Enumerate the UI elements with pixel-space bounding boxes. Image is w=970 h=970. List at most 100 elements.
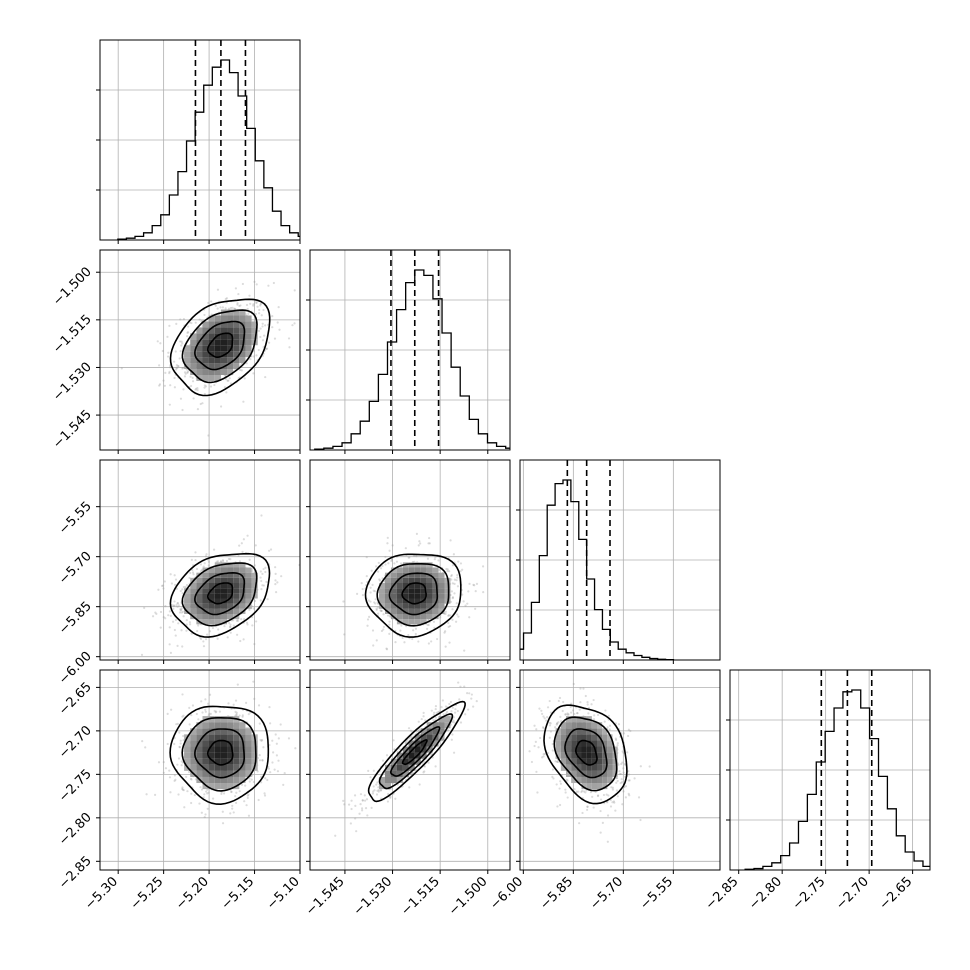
density-cell [251,577,258,583]
density-cell [245,588,252,594]
contour-line [388,572,439,616]
density-cell [190,608,197,614]
sample-point [195,712,198,716]
sample-point [251,624,254,627]
sample-point [247,793,250,796]
sample-point [614,809,617,812]
sample-point [629,729,632,733]
density-cell [245,572,252,578]
sample-point [140,653,144,656]
density-cell [214,567,221,573]
density-cell [208,740,215,747]
sample-point [388,620,391,623]
sample-point [173,600,176,603]
sample-point [227,702,230,705]
sample-point [201,711,204,714]
sample-point [259,599,262,602]
sample-point [555,723,558,726]
density-cell [420,734,427,741]
sample-point [372,785,375,788]
contour-line [376,563,450,627]
density-cell [227,722,234,729]
sample-point [615,789,619,792]
density-cell [402,746,409,753]
sample-point [565,778,568,781]
density-cell [202,722,209,729]
sample-point [443,631,446,634]
sample-point [389,796,392,799]
density-cell [408,740,415,747]
contour-line [169,552,271,638]
sample-point [262,746,265,749]
density-cell [396,583,403,589]
sample-point [448,624,452,628]
sample-point [607,714,610,717]
density-cell [202,327,209,334]
sample-point [258,722,261,725]
sample-point [457,681,460,684]
sample-point [216,560,220,563]
density-cell [220,764,228,771]
density-cell [586,740,592,747]
density-cell [432,608,439,614]
density-cell [227,369,234,375]
sample-point [567,713,570,716]
density-cell [560,740,566,747]
sample-point [445,710,449,713]
sample-point [257,704,261,707]
sample-point [235,801,238,804]
sample-point [224,307,227,310]
density-cell [202,728,209,735]
sample-point [577,790,580,793]
sample-point [207,434,210,437]
density-cell [227,357,234,364]
sample-point [434,708,437,711]
density-cell [214,593,221,599]
sample-point [606,840,609,843]
sample-point [606,726,609,729]
sample-point [481,565,485,568]
sample-point [559,780,562,783]
sample-point [616,795,619,798]
sample-point [187,369,190,372]
density-cell [220,614,228,620]
sample-point [274,579,277,582]
sample-point [225,559,229,563]
sample-point [246,623,249,626]
sample-point [370,806,373,809]
density-cell [251,327,258,334]
density-cell [408,593,415,599]
sample-point [168,626,171,629]
density-cell [438,593,445,599]
sample-point [168,370,171,373]
sample-point [173,779,176,782]
sample-point [248,777,251,780]
sample-point [241,550,244,554]
sample-point [375,639,378,642]
density-cell [202,603,209,609]
sample-point [231,807,234,810]
sample-point [622,767,625,770]
density-cell [408,567,415,573]
sample-point [610,786,613,789]
sample-point [451,596,455,599]
sample-point [616,779,619,783]
sample-point [372,589,375,592]
density-cell [597,764,603,771]
density-cell [251,746,258,753]
density-cell [586,776,592,784]
sample-point [425,627,429,630]
sample-point [277,737,280,740]
density-cell [245,345,252,352]
density-cell [612,764,618,771]
sample-point [466,708,470,711]
contour-line [401,582,427,605]
density-cell [245,339,252,346]
sample-point [221,810,224,813]
sample-point [240,618,243,621]
sample-point [253,280,256,283]
sample-point [592,806,595,809]
sample-point [596,713,600,717]
sample-point [261,322,264,325]
hist-panel-3: −2.85 −2.80 −2.75 −2.70 −2.65 [703,669,931,913]
